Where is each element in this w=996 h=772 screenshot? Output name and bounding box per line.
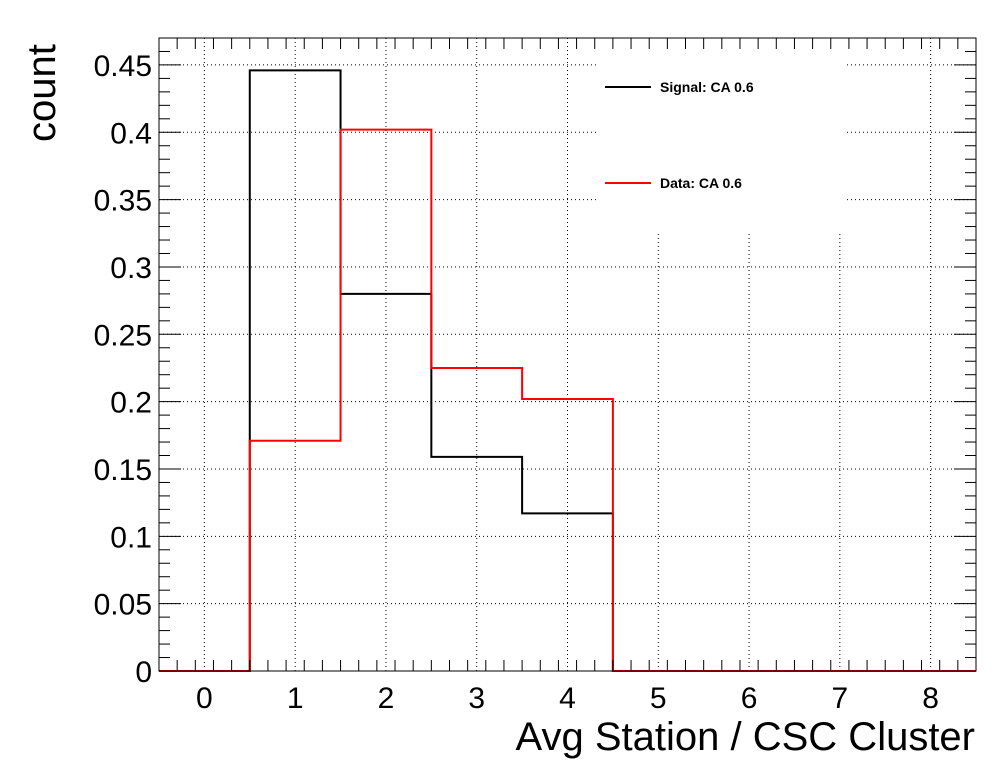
legend: Signal: CA 0.6 Data: CA 0.6 — [598, 38, 846, 232]
x-tick-label-8: 8 — [922, 682, 939, 715]
legend-label-signal: Signal: CA 0.6 — [660, 79, 754, 95]
y-tick-label-2: 0.1 — [110, 521, 152, 554]
axes — [158, 37, 977, 672]
y-tick-label-7: 0.35 — [94, 185, 152, 218]
x-tick-label-2: 2 — [378, 682, 395, 715]
y-tick-label-4: 0.2 — [110, 387, 152, 420]
x-tick-label-3: 3 — [468, 682, 485, 715]
y-tick-labels: 0 0.05 0.1 0.15 0.2 0.25 0.3 0.35 0.4 0.45 — [94, 50, 152, 689]
y-tick-label-9: 0.45 — [94, 50, 152, 83]
y-axis-title: count — [20, 44, 64, 142]
x-tick-label-6: 6 — [741, 682, 758, 715]
plot-frame — [158, 37, 977, 672]
y-tick-label-8: 0.4 — [110, 117, 152, 150]
x-axis-title: Avg Station / CSC Cluster — [516, 715, 975, 759]
legend-background — [598, 38, 846, 232]
y-tick-label-6: 0.3 — [110, 252, 152, 285]
x-tick-label-4: 4 — [559, 682, 576, 715]
y-tick-label-0: 0 — [135, 656, 152, 689]
x-tick-label-5: 5 — [650, 682, 667, 715]
y-tick-label-1: 0.05 — [94, 589, 152, 622]
x-tick-label-7: 7 — [831, 682, 848, 715]
legend-label-data: Data: CA 0.6 — [660, 175, 742, 191]
y-tick-label-5: 0.25 — [94, 319, 152, 352]
x-tick-labels: 0 1 2 3 4 5 6 7 8 — [196, 682, 939, 715]
x-tick-label-1: 1 — [287, 682, 304, 715]
y-tick-label-3: 0.15 — [94, 454, 152, 487]
x-tick-label-0: 0 — [196, 682, 213, 715]
